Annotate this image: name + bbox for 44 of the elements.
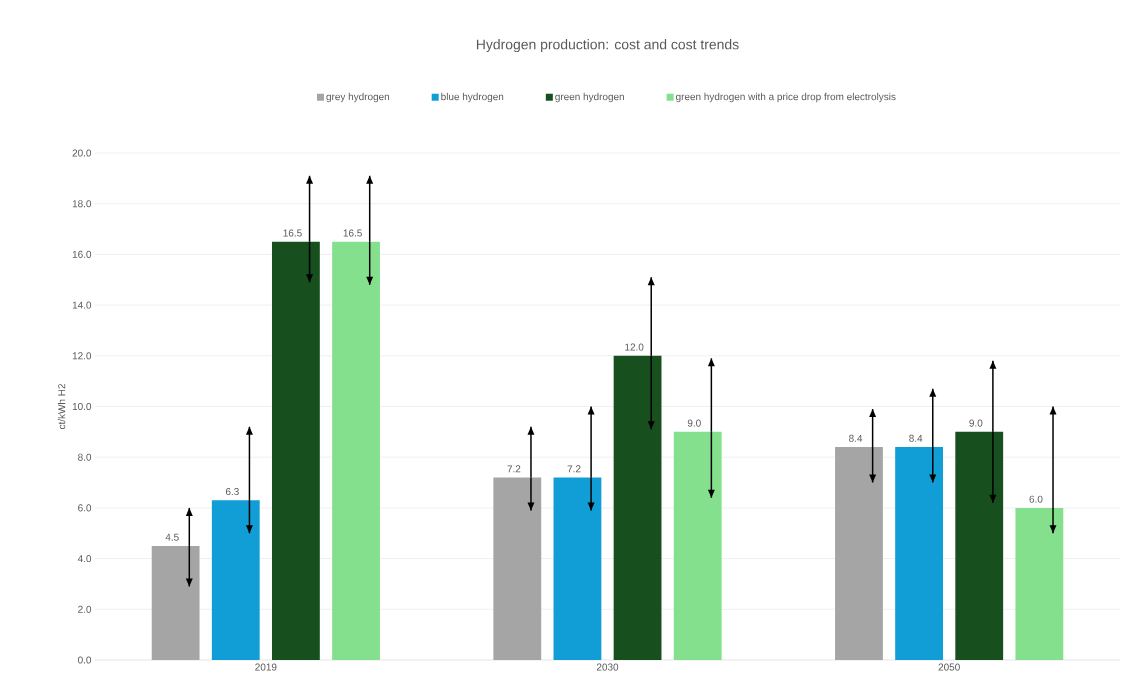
- bar: [332, 241, 380, 660]
- bar: [673, 431, 722, 660]
- data-label: 9.0: [969, 419, 983, 427]
- bar: [493, 477, 542, 660]
- y-tick-label: 0.0: [78, 656, 92, 664]
- bar: [151, 545, 200, 660]
- bar: [895, 447, 944, 660]
- bar: [835, 447, 883, 660]
- y-tick-label: 12.0: [72, 352, 92, 360]
- y-tick-label: 18.0: [72, 200, 92, 208]
- x-tick-label: 2019: [255, 663, 277, 671]
- data-label: 6.3: [225, 488, 239, 496]
- data-label: 7.2: [567, 465, 581, 473]
- bar: [553, 477, 602, 660]
- y-axis-title: ct/kWh H2: [57, 384, 66, 430]
- y-tick-label: 20.0: [72, 149, 92, 157]
- legend-label: blue hydrogen: [441, 92, 504, 103]
- y-tick-label: 2.0: [78, 605, 92, 613]
- bar: [211, 500, 260, 660]
- y-tick-label: 8.0: [78, 453, 92, 461]
- legend-label: green hydrogen: [555, 92, 624, 103]
- data-label: 4.5: [165, 533, 179, 541]
- data-label: 7.2: [507, 465, 521, 473]
- y-tick-label: 4.0: [77, 555, 92, 563]
- y-tick-label: 14.0: [72, 301, 92, 309]
- data-label: 6.0: [1029, 495, 1043, 503]
- bar: [271, 241, 320, 660]
- data-label: 8.4: [849, 434, 863, 442]
- data-label: 16.5: [343, 229, 362, 237]
- bar: [955, 431, 1004, 660]
- data-label: 16.5: [283, 229, 302, 237]
- y-tick-label: 10.0: [72, 402, 92, 411]
- bar: [1015, 507, 1064, 660]
- x-tick-label: 2050: [938, 663, 960, 671]
- data-label: 9.0: [687, 419, 701, 427]
- data-label: 12.0: [625, 343, 644, 351]
- x-tick-label: 2030: [596, 663, 619, 671]
- data-label: 8.4: [909, 434, 923, 442]
- y-tick-label: 16.0: [72, 250, 92, 258]
- bar: [613, 355, 662, 660]
- legend-label: grey hydrogen: [326, 92, 390, 103]
- y-tick-label: 6.0: [78, 504, 92, 512]
- chart-title: Hydrogen production: cost and cost trends: [476, 39, 739, 53]
- legend-label: green hydrogen with a price drop from electrolysis: [676, 92, 896, 103]
